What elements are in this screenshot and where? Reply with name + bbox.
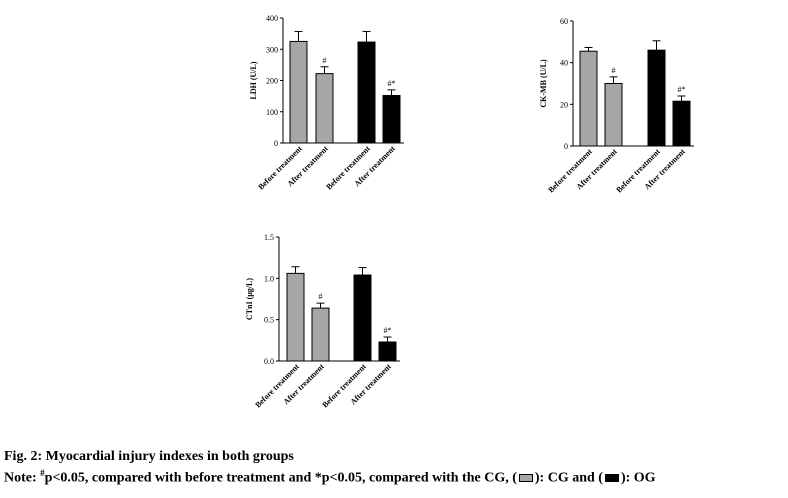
x-category-label: Before treatment [324, 144, 372, 192]
y-tick-label: 0.5 [264, 316, 274, 325]
note-text-1: p<0.05, compared with before treatment a… [44, 470, 517, 486]
y-tick-label: 300 [266, 45, 278, 54]
bar-og [647, 49, 666, 147]
y-tick-label: 40 [560, 59, 568, 68]
y-tick-label: 400 [266, 14, 278, 23]
note-text-3: ): OG [620, 470, 656, 486]
note-text-2: ): CG and ( [534, 470, 603, 486]
significance-label: #* [388, 79, 396, 88]
y-tick-label: 20 [560, 100, 568, 109]
y-axis-label: CTnI (μg/L) [245, 278, 254, 320]
significance-label: #* [384, 326, 392, 335]
y-tick-label: 0 [564, 142, 568, 151]
cg-legend-swatch [518, 474, 533, 483]
bar-og [357, 41, 376, 144]
significance-label: # [612, 66, 616, 75]
x-category-label: Before treatment [320, 362, 368, 410]
bar-cg [579, 50, 598, 147]
og-legend-swatch [604, 474, 619, 483]
significance-label: #* [678, 85, 686, 94]
bar-og [353, 274, 372, 362]
y-tick-label: 1.0 [264, 274, 274, 283]
bar-cg [286, 272, 305, 362]
chart-3: 0.0 0.5 1.0 1.5 CTnI (μg/L) Before treatment #… [245, 233, 400, 410]
x-category-label: Before treatment [546, 147, 594, 195]
bar-cg [604, 83, 623, 147]
bar-cg [315, 73, 334, 144]
note-prefix: Note: [4, 470, 41, 486]
x-category-label: Before treatment [253, 362, 301, 410]
note-hash: # [40, 468, 45, 478]
significance-label: # [319, 292, 323, 301]
y-tick-label: 1.5 [264, 233, 274, 242]
y-tick-label: 100 [266, 108, 278, 117]
x-category-label: Before treatment [256, 144, 304, 192]
significance-label: # [323, 56, 327, 65]
bar-cg [311, 307, 330, 362]
y-tick-label: 60 [560, 17, 568, 26]
bar-cg [289, 40, 308, 144]
y-axis-label: CK-MB (U/L) [539, 59, 548, 108]
figure-note: Note: #p<0.05, compared with before trea… [4, 468, 656, 487]
bar-og [382, 95, 401, 144]
bar-og [672, 100, 691, 147]
y-tick-label: 0 [274, 139, 278, 148]
y-axis-label: LDH (U/L) [249, 61, 258, 99]
y-tick-label: 200 [266, 77, 278, 86]
x-category-label: Before treatment [614, 147, 662, 195]
bar-og [378, 341, 397, 362]
figure-title: Fig. 2: Myocardial injury indexes in bot… [4, 449, 294, 464]
y-tick-label: 0.0 [264, 357, 274, 366]
